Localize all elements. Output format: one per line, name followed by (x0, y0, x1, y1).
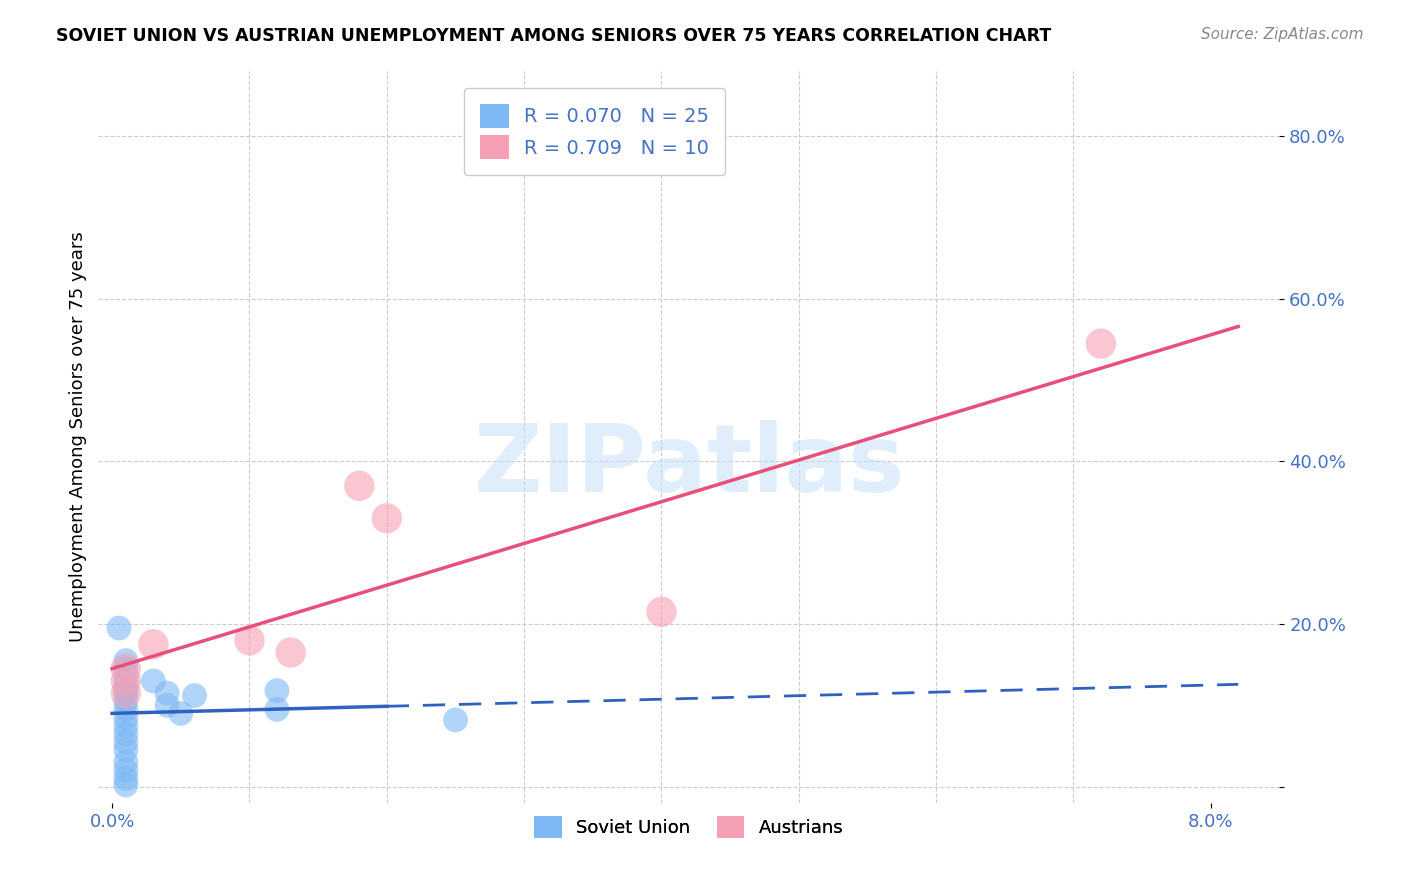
Point (115, 654, 138, 668)
Point (115, 735, 138, 749)
Text: ZIPatlas: ZIPatlas (474, 420, 904, 512)
Point (115, 673, 138, 688)
Point (115, 694, 138, 708)
Y-axis label: Unemployment Among Seniors over 75 years: Unemployment Among Seniors over 75 years (69, 232, 87, 642)
Point (142, 673, 165, 688)
Text: SOVIET UNION VS AUSTRIAN UNEMPLOYMENT AMONG SENIORS OVER 75 YEARS CORRELATION CH: SOVIET UNION VS AUSTRIAN UNEMPLOYMENT AM… (56, 27, 1052, 45)
Point (266, 683, 288, 698)
Point (115, 662, 138, 676)
Point (115, 662, 138, 676)
Point (115, 778, 138, 792)
Point (115, 686, 138, 700)
Point (183, 689, 205, 703)
Point (170, 706, 193, 721)
Point (142, 637, 165, 651)
Legend: Soviet Union, Austrians: Soviet Union, Austrians (527, 808, 851, 845)
Point (115, 772, 138, 786)
Point (375, 511, 398, 525)
Point (115, 764, 138, 778)
Point (115, 686, 138, 700)
Point (650, 605, 672, 619)
Point (444, 713, 467, 727)
Point (156, 698, 179, 713)
Text: Source: ZipAtlas.com: Source: ZipAtlas.com (1201, 27, 1364, 42)
Point (238, 633, 260, 648)
Point (115, 673, 138, 688)
Point (349, 479, 371, 493)
Point (115, 727, 138, 741)
Point (156, 686, 179, 700)
Point (280, 645, 302, 659)
Point (115, 743, 138, 757)
Point (115, 710, 138, 724)
Point (108, 621, 131, 635)
Point (115, 702, 138, 716)
Point (1090, 336, 1112, 351)
Point (266, 702, 288, 716)
Point (115, 681, 138, 696)
Point (115, 718, 138, 732)
Point (115, 755, 138, 769)
